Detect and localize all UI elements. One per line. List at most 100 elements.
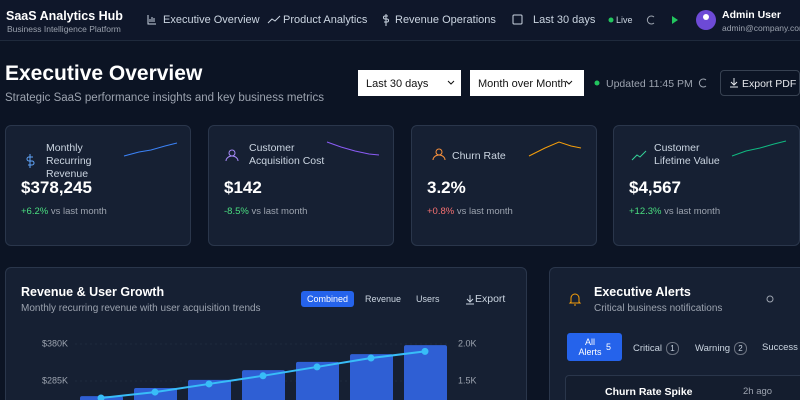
kpi-comparison: vs last month xyxy=(664,206,721,217)
kpi-icons xyxy=(631,140,787,161)
filter-label: Month over Month xyxy=(478,78,567,90)
nav-icon xyxy=(147,15,156,25)
chevron xyxy=(447,80,573,85)
status-dot xyxy=(594,80,600,86)
kpi-label: Monthly Recurring Revenue xyxy=(46,142,92,180)
sparkline xyxy=(123,142,178,157)
nav-icon xyxy=(383,14,389,26)
alert-time: 2h ago xyxy=(743,386,773,397)
kpi-card: Monthly Recurring Revenue $378,245 +6.2%… xyxy=(5,125,191,246)
refresh-icon[interactable] xyxy=(698,78,707,88)
kpi-change: -8.5% xyxy=(224,206,249,217)
alert-tab-count: 2 xyxy=(734,342,748,355)
kpi-comparison: vs last month xyxy=(50,206,107,217)
live-status: Live xyxy=(616,15,633,25)
bell-icon xyxy=(568,293,582,306)
chart-title: Revenue & User Growth xyxy=(21,285,165,299)
play-icon[interactable] xyxy=(672,16,678,24)
y-tick-label: $285K xyxy=(42,375,68,385)
kpi-card: Churn Rate 3.2% +0.8% vs last month xyxy=(411,125,597,246)
alert-tab-count: 5 xyxy=(606,342,612,352)
alert-item[interactable] xyxy=(565,375,800,400)
line-point xyxy=(97,394,105,400)
kpi-icons xyxy=(26,142,178,168)
top-icons xyxy=(147,10,716,30)
line-point xyxy=(313,363,321,371)
sparkline xyxy=(528,141,582,157)
filter-select[interactable]: Month over Month xyxy=(470,70,584,96)
kpi-value: $378,245 xyxy=(21,178,92,197)
line-point xyxy=(259,372,267,380)
alert-tab-label: Critical xyxy=(633,343,663,354)
line-point xyxy=(421,347,429,355)
nav-item[interactable]: Revenue Operations xyxy=(395,14,496,26)
alerts-subtitle: Critical business notifications xyxy=(594,303,723,314)
chart-export[interactable]: Export xyxy=(475,293,506,305)
alert-tab[interactable]: Critical 1 xyxy=(633,342,680,355)
kpi-label: Customer Acquisition Cost xyxy=(249,142,325,167)
filter-label: Last 30 days xyxy=(366,78,429,90)
line-point xyxy=(367,354,375,362)
page-subtitle: Strategic SaaS performance insights and … xyxy=(5,92,324,104)
kpi-card: Customer Lifetime Value $4,567 +12.3% vs… xyxy=(613,125,800,246)
alert-tab[interactable]: Success xyxy=(762,342,798,353)
bar xyxy=(404,345,447,400)
bar xyxy=(350,354,393,400)
kpi-icon xyxy=(225,155,239,162)
page-title: Executive Overview xyxy=(5,62,203,85)
y-tick-label: $380K xyxy=(42,338,68,348)
chart-tab[interactable]: Users xyxy=(416,294,440,304)
y2-tick-label: 2.0K xyxy=(458,338,477,348)
user-name: Admin User xyxy=(722,9,781,21)
kpi-icon xyxy=(432,154,446,161)
kpi-comparison: vs last month xyxy=(251,206,308,217)
kpi-value: $4,567 xyxy=(629,178,681,197)
refresh-icon[interactable] xyxy=(646,15,655,25)
kpi-change: +12.3% xyxy=(629,206,662,217)
brand-subtitle: Business Intelligence Platform xyxy=(7,24,121,34)
kpi-change: +6.2% xyxy=(21,206,49,217)
kpi-value: 3.2% xyxy=(427,178,466,197)
nav-icon xyxy=(267,15,281,24)
live-dot xyxy=(608,17,614,23)
line-point xyxy=(205,380,213,388)
chart-tab[interactable]: Revenue xyxy=(365,294,402,304)
kpi-label: Customer Lifetime Value xyxy=(654,142,720,167)
alert-tab-count: 1 xyxy=(666,342,680,355)
kpi-change: +0.8% xyxy=(427,206,455,217)
brand-title: SaaS Analytics Hub xyxy=(6,9,123,23)
date-range[interactable]: Last 30 days xyxy=(533,14,596,26)
nav-item[interactable]: Executive Overview xyxy=(163,14,260,26)
bar xyxy=(296,361,339,400)
settings-icon[interactable] xyxy=(766,295,774,303)
chart-subtitle: Monthly recurring revenue with user acqu… xyxy=(21,303,261,314)
updated-time: Updated 11:45 PM xyxy=(606,78,693,90)
kpi-icons xyxy=(225,141,380,162)
chart-tab-active[interactable]: Combined xyxy=(301,291,354,307)
alert-tab-label: Warning xyxy=(695,343,731,354)
sparkline xyxy=(326,141,380,156)
toolbar-icons xyxy=(447,78,738,88)
download-icon xyxy=(730,78,738,88)
alert-title: Churn Rate Spike xyxy=(605,386,693,398)
avatar-head xyxy=(703,14,709,20)
nav-item[interactable]: Product Analytics xyxy=(283,14,368,26)
line-point xyxy=(151,388,159,396)
top-bar xyxy=(0,0,800,41)
user-email: admin@company.com xyxy=(722,23,800,33)
y2-tick-label: 1.5K xyxy=(458,375,477,385)
filter-select[interactable]: Last 30 days xyxy=(358,70,461,96)
alert-tab[interactable]: Warning 2 xyxy=(695,342,748,355)
kpi-card: Customer Acquisition Cost $142 -8.5% vs … xyxy=(208,125,394,246)
calendar-icon xyxy=(512,14,523,25)
sparkline xyxy=(731,140,787,157)
alert-tab-active[interactable]: All Alerts 5 xyxy=(567,333,622,361)
kpi-icons xyxy=(432,141,582,161)
kpi-icon xyxy=(26,154,35,168)
kpi-label: Churn Rate xyxy=(452,150,506,162)
alert-tab-label: All Alerts xyxy=(578,337,602,357)
kpi-value: $142 xyxy=(224,178,262,197)
kpi-icon xyxy=(631,150,647,161)
